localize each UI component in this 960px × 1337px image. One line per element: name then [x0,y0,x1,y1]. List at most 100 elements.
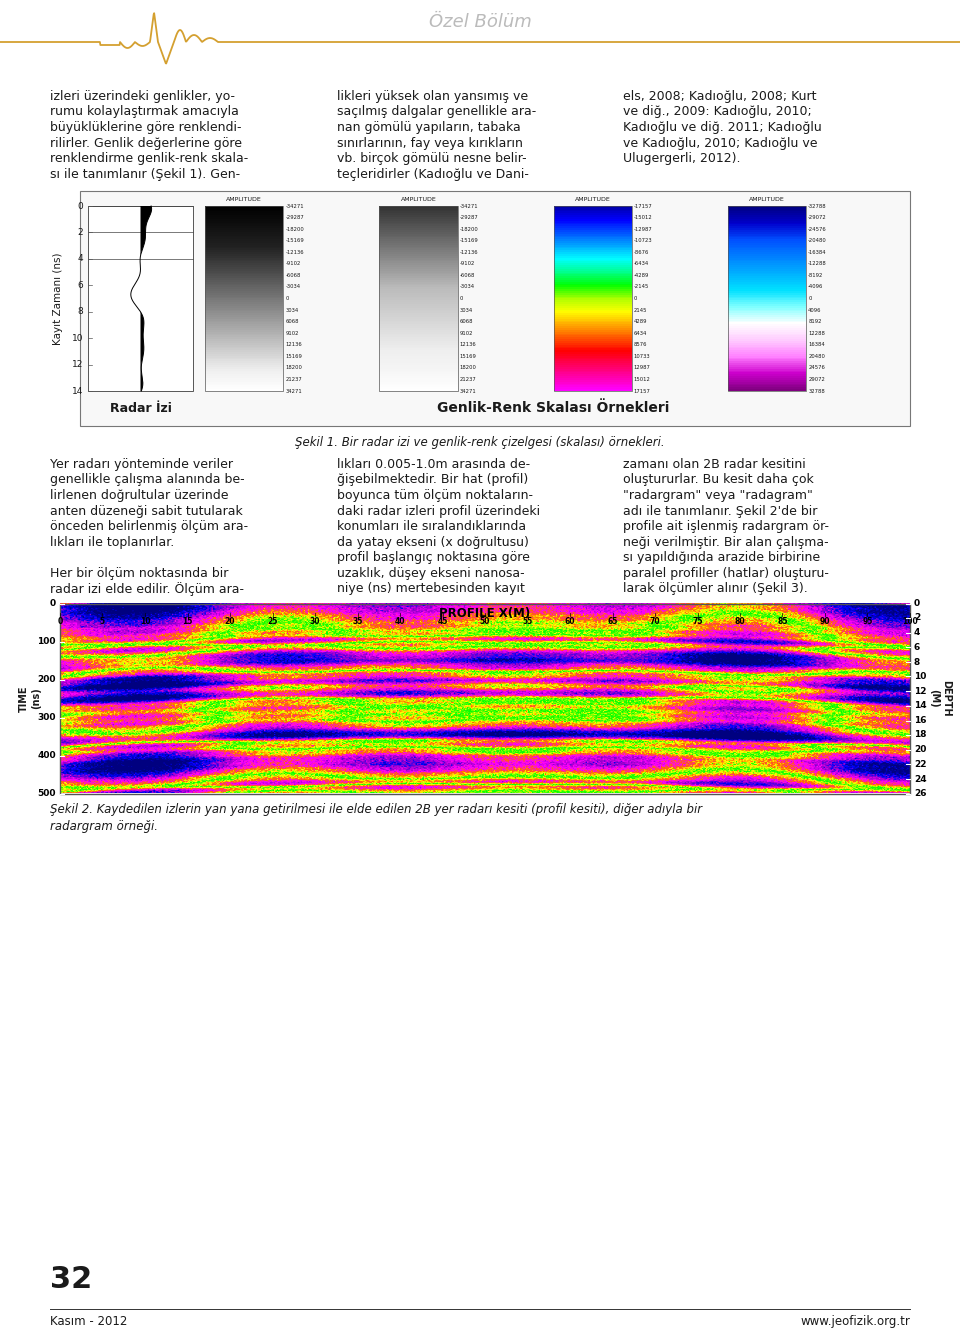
Bar [205,378,283,380]
Bar [379,384,458,385]
Bar [379,263,458,265]
Bar [379,352,458,354]
Bar [554,258,632,259]
Bar [728,389,806,390]
Bar [554,370,632,373]
Bar [205,312,283,313]
Text: -32788: -32788 [808,203,827,209]
Bar [205,370,283,373]
Bar [379,298,458,301]
Bar [554,349,632,350]
Text: sı ile tanımlanır (Şekil 1). Gen-: sı ile tanımlanır (Şekil 1). Gen- [50,167,240,180]
Bar [379,207,458,210]
Bar [554,337,632,340]
Bar [554,277,632,278]
Bar [728,312,806,313]
Bar [554,369,632,370]
Text: ğişebilmektedir. Bir hat (profil): ğişebilmektedir. Bir hat (profil) [337,473,528,487]
Text: -12288: -12288 [808,261,827,266]
Text: -9102: -9102 [285,261,300,266]
Bar [728,365,806,366]
Bar [728,217,806,219]
Text: 35: 35 [352,618,363,627]
Bar [379,342,458,345]
Bar [554,255,632,258]
Bar [728,254,806,255]
Text: Radar İzi: Radar İzi [109,401,172,414]
Text: 6434: 6434 [634,330,647,336]
Bar [379,294,458,297]
Text: 4096: 4096 [808,308,822,313]
Text: 12987: 12987 [634,365,651,370]
Text: -9102: -9102 [460,261,475,266]
Text: 3034: 3034 [285,308,299,313]
Bar [205,274,283,277]
Bar [205,318,283,321]
Text: -29287: -29287 [285,215,304,221]
Bar [554,354,632,356]
Bar [554,360,632,361]
Bar [554,328,632,330]
Text: 20: 20 [914,745,926,754]
Bar [554,246,632,249]
Bar [379,330,458,332]
Bar [728,258,806,259]
Bar [554,374,632,376]
Text: www.jeofizik.org.tr: www.jeofizik.org.tr [800,1316,910,1328]
Bar [205,210,283,211]
Bar [205,381,283,384]
Bar [554,366,632,369]
Bar [205,342,283,345]
Bar [728,313,806,316]
Bar [554,376,632,378]
Bar [205,277,283,278]
Bar [205,356,283,358]
Text: -12136: -12136 [285,250,304,255]
Bar [554,317,632,318]
Bar [554,306,632,308]
Bar [554,345,632,346]
Bar [379,374,458,376]
Bar [379,385,458,388]
Bar [205,336,283,337]
Bar [554,313,632,316]
Bar [728,328,806,330]
Text: 100: 100 [902,618,918,627]
Bar [728,318,806,321]
Bar [205,293,283,294]
Bar [205,262,283,263]
Bar [205,346,283,349]
Bar [379,293,458,294]
Bar [728,308,806,310]
Text: -29287: -29287 [460,215,478,221]
Bar [205,341,283,342]
Text: Şekil 2. Kaydedilen izlerin yan yana getirilmesi ile elde edilen 2B yer radarı k: Şekil 2. Kaydedilen izlerin yan yana get… [50,804,702,817]
Text: -8676: -8676 [634,250,649,255]
Bar [379,282,458,283]
Text: -10723: -10723 [634,238,653,243]
Text: larak ölçümler alınır (Şekil 3).: larak ölçümler alınır (Şekil 3). [623,582,808,595]
Bar [205,303,283,306]
Bar [379,238,458,239]
Bar [205,333,283,336]
Text: 10: 10 [914,673,926,681]
Text: 45: 45 [438,618,447,627]
Bar [205,234,283,235]
Bar [554,365,632,366]
Bar [205,225,283,226]
Bar [554,229,632,230]
Bar [379,289,458,291]
Bar [205,361,283,364]
Bar [80,191,910,427]
Bar [554,381,632,384]
Bar [379,366,458,369]
Bar [205,221,283,223]
Text: profil başlangıç noktasına göre: profil başlangıç noktasına göre [337,551,530,564]
Bar [728,297,806,298]
Bar [554,207,632,210]
Text: 22: 22 [914,759,926,769]
Bar [728,388,806,389]
Bar [205,226,283,229]
Bar [554,234,632,235]
Bar [205,380,283,382]
